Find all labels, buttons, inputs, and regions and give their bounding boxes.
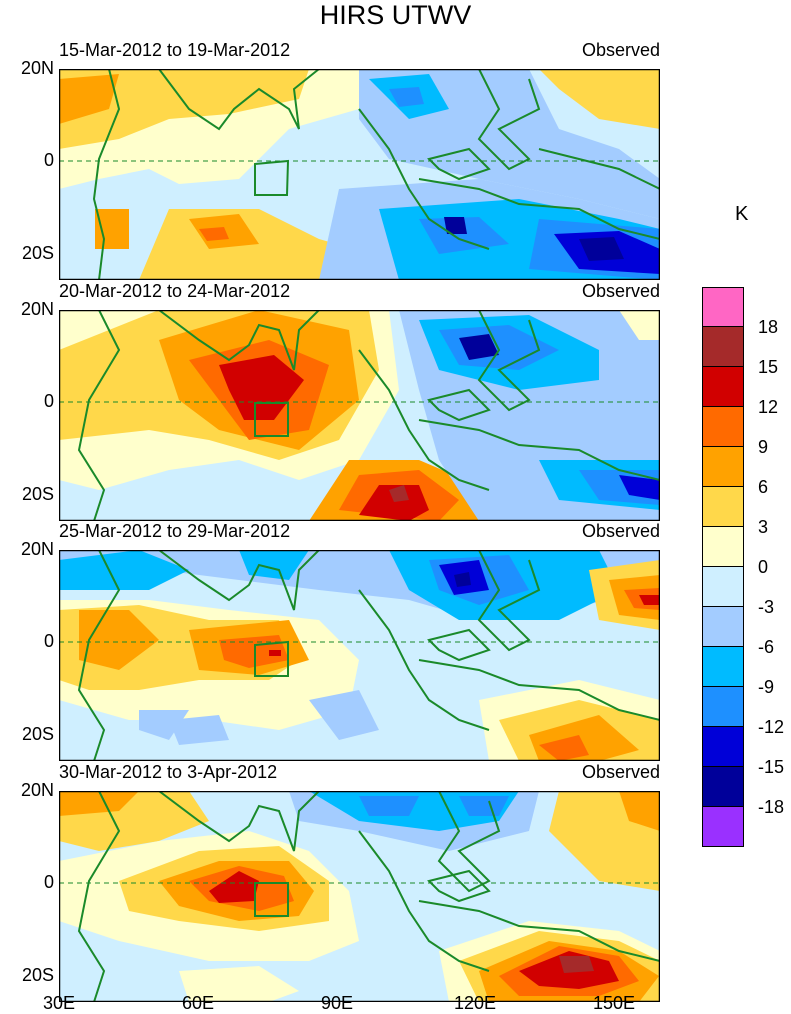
- map-panel-2: [59, 310, 660, 521]
- colorbar-tick-label: -18: [758, 797, 785, 817]
- colorbar-tick-label: 12: [758, 397, 779, 417]
- lon-label-60e: 60E: [181, 993, 215, 1013]
- colorbar-swatch: [702, 567, 744, 607]
- colorbar-tick-label: 0: [758, 557, 769, 577]
- colorbar-unit-label: K: [735, 203, 749, 225]
- colorbar-swatch: [702, 367, 744, 407]
- lat-label-0: 0: [43, 391, 54, 411]
- lon-label-30e: 30E: [42, 993, 76, 1013]
- colorbar-swatch: [702, 647, 744, 687]
- colorbar-tick-label: 6: [758, 477, 769, 497]
- lat-label-20n: 20N: [20, 539, 54, 559]
- lat-label-20s: 20S: [21, 965, 54, 985]
- lat-label-0: 0: [43, 872, 54, 892]
- colorbar-swatch: [702, 687, 744, 727]
- panel-3-title: 25-Mar-2012 to 29-Mar-2012: [59, 521, 291, 541]
- colorbar-swatch: [702, 767, 744, 807]
- colorbar-tick-label: -15: [758, 757, 785, 777]
- colorbar-tick-label: -12: [758, 717, 785, 737]
- lon-label-90e: 90E: [320, 993, 354, 1013]
- lon-label-150e: 150E: [592, 993, 636, 1013]
- colorbar-swatch: [702, 607, 744, 647]
- colorbar-swatch: [702, 727, 744, 767]
- colorbar-swatch: [702, 407, 744, 447]
- panel-2-label: Observed: [581, 281, 660, 301]
- panel-4-label: Observed: [581, 762, 660, 782]
- map-panel-3: [59, 550, 660, 761]
- colorbar-tick-label: 15: [758, 357, 779, 377]
- colorbar-tick-label: -6: [758, 637, 775, 657]
- colorbar-swatch: [702, 447, 744, 487]
- lat-label-20n: 20N: [20, 299, 54, 319]
- lat-label-20s: 20S: [21, 484, 54, 504]
- lat-label-20n: 20N: [20, 780, 54, 800]
- panel-2-title: 20-Mar-2012 to 24-Mar-2012: [59, 281, 291, 301]
- colorbar-swatch: [702, 807, 744, 847]
- colorbar-swatch: [702, 487, 744, 527]
- panel-4-title: 30-Mar-2012 to 3-Apr-2012: [59, 762, 278, 782]
- colorbar-tick-label: -9: [758, 677, 775, 697]
- colorbar-tick-label: 9: [758, 437, 769, 457]
- panel-1-label: Observed: [581, 40, 660, 60]
- colorbar-swatch: [702, 287, 744, 327]
- map-panel-1: [59, 69, 660, 280]
- lon-label-120e: 120E: [453, 993, 497, 1013]
- colorbar-tick-label: 18: [758, 317, 779, 337]
- colorbar-swatch: [702, 327, 744, 367]
- panel-1-title: 15-Mar-2012 to 19-Mar-2012: [59, 40, 291, 60]
- colorbar-swatch: [702, 527, 744, 567]
- lat-label-20n: 20N: [20, 58, 54, 78]
- panel-3-label: Observed: [581, 521, 660, 541]
- colorbar: [702, 287, 744, 847]
- map-panel-4: [59, 791, 660, 1002]
- colorbar-tick-label: 3: [758, 517, 769, 537]
- figure-title: HIRS UTWV: [319, 0, 472, 30]
- lat-label-20s: 20S: [21, 243, 54, 263]
- lat-label-20s: 20S: [21, 724, 54, 744]
- lat-label-0: 0: [43, 631, 54, 651]
- lat-label-0: 0: [43, 150, 54, 170]
- colorbar-tick-label: -3: [758, 597, 775, 617]
